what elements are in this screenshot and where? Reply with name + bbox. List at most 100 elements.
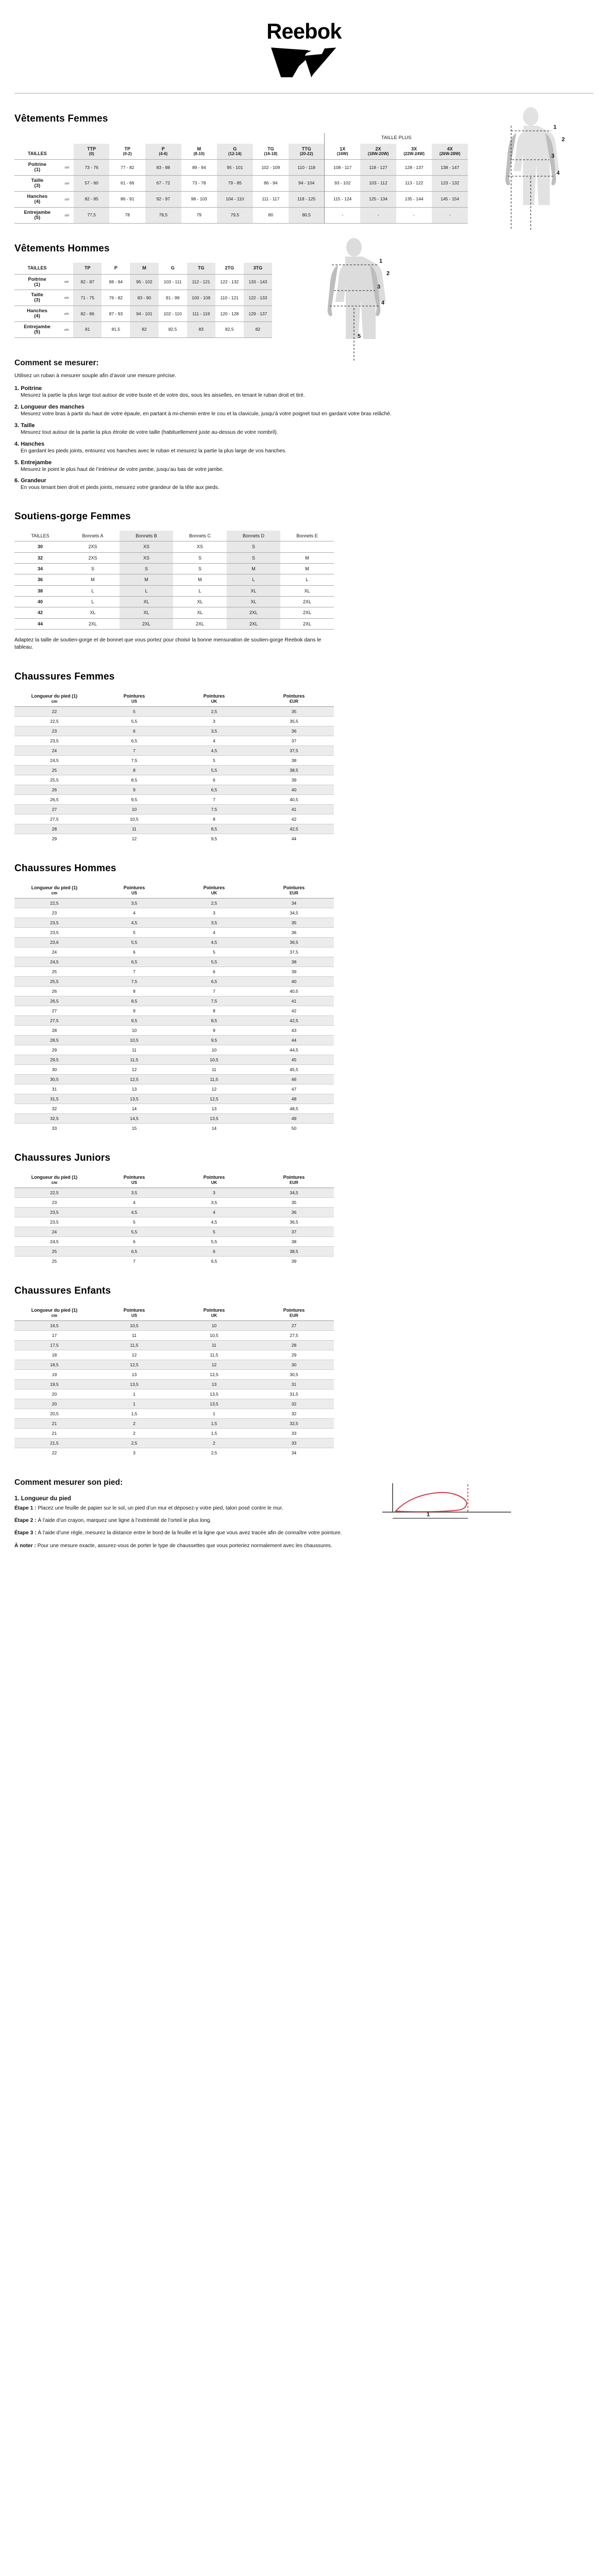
cell-value: 3,5 [131,900,138,906]
cell-value: 102 - 109 [261,164,280,170]
cell-value: 82 - 85 [73,191,110,208]
foot-measure-diagram-icon: 1 [382,1483,511,1519]
cell-value: 95 - 102 [130,274,159,290]
table-row: 26 9 6,5 40 [14,785,334,795]
cell-value: 94 - 101 [130,306,159,322]
cell-value: S [227,552,280,564]
cell-value: 32 [291,1411,297,1416]
cell-value: 22,5 [50,1190,59,1195]
cell-value: 122 - 133 [243,290,272,306]
cell-value: 2XL [302,610,311,616]
cell-value: 23,6 [50,939,59,945]
cell-value: 145 - 154 [432,191,468,208]
cell-value: 5 [213,949,215,955]
cell-value: XS [120,541,173,553]
cell-value: 8,5 [131,777,138,783]
column-header-P: P (4-6) [145,143,181,160]
row-unit: cm [64,165,70,170]
cell-value: 23,5 [50,1219,59,1225]
cell-value: 37 [291,738,297,743]
reebok-logo-icon: Reebok [266,19,343,77]
shoe-group-header: Pointures [203,1307,225,1313]
cell-value: 43 [291,1027,297,1033]
cell-value: 39 [291,969,297,974]
bra-size: 34 [37,566,43,572]
foot-measure-step: Étape 1 : Placez une feuille de papier s… [14,1505,499,1512]
cell-value: 23,5 [50,738,59,743]
cell-value: 81,5 [111,327,121,332]
cell-value: 7 [133,1258,136,1264]
cell-value: 9,5 [211,1037,217,1043]
cell-value: 8,5 [131,998,138,1004]
cell-value: 4,5 [131,920,138,925]
cell-value: 2 [133,1430,136,1436]
cell-value: 1 [213,1411,215,1416]
table-row: 25 7 6 39 [14,967,334,976]
row-unit: cm [64,181,70,185]
cell-value: 1,5 [131,1411,138,1416]
cell-value: 14 [211,1125,217,1131]
cell-value: 6,5 [211,787,217,792]
column-header-M: M (8-10) [193,146,205,157]
cell-value: 15 [131,1125,137,1131]
cell-value: L [306,577,309,583]
column-header-TG: TG [187,263,215,275]
cell-value: 10 [131,1027,137,1033]
cell-value: 45 [291,1057,297,1062]
shoe-group-header: Pointures [203,1174,225,1180]
cell-value [280,541,334,552]
table-row: 38 L L L XL XL [14,585,334,597]
header-divider [14,93,594,94]
table-row: 20 1 13,5 31,5 [14,1389,334,1399]
cell-value: M [305,566,309,572]
table-row: 21,5 2,5 2 33 [14,1438,334,1448]
section-title-bras: Soutiens-gorge Femmes [14,511,131,522]
section-title-men-apparel: Vêtements Hommes [14,243,110,255]
cell-value: 25 [52,969,57,974]
bra-column-header: Bonnets B [120,531,173,541]
cell-value: L [120,585,173,597]
table-row: 27,5 10,5 8 42 [14,814,334,824]
cell-value: 2XS [88,555,97,561]
cell-value: 79 [196,212,202,218]
table-row: 33 15 14 50 [14,1123,334,1133]
how-to-step: 6. Grandeur En vous tenant bien droit et … [14,478,594,492]
size-header-label: TAILLES [27,265,47,271]
bra-column-header: Bonnets D [227,531,280,541]
shoe-group-header: Pointures [123,1174,145,1180]
cell-value: 6,5 [131,959,138,964]
cell-value: 2XL [88,621,97,626]
cell-value: 22 [52,1450,57,1455]
shoe-group-header: Pointures [283,885,305,890]
cell-value: 118 - 127 [360,159,396,176]
shoes-juniors-table: Longueur du pied (1) Pointures Pointures Po… [14,1172,334,1266]
cell-value: M [305,555,309,561]
cell-value: 125 - 134 [360,191,396,208]
cell-value: 12 [131,836,137,841]
cell-value: L [198,588,201,594]
table-row: Entrejambe (5) cm 77,5 78 78,5 79 79,5 80 80,5- - -… [14,207,468,224]
bra-size: 36 [37,577,43,583]
column-header-2X: 2X (18W-20W) [360,143,396,160]
how-to-step-title: 2. Longueur des manches [14,404,85,411]
group-header-taille-plus: TAILLE PLUS [324,133,468,144]
shoes-men-table: Longueur du pied (1) Pointures Pointures Po… [14,883,334,1133]
cell-value: 83 - 88 [145,159,181,176]
cell-value: 11 [212,1066,216,1072]
cell-value: 40,5 [290,796,298,802]
cell-value: 2 [133,1420,136,1426]
cell-value: 112 - 121 [187,274,215,290]
cell-value: 82,5 [168,327,177,332]
cell-value: 14,5 [130,1115,139,1121]
bra-note: Adaptez la taille de soutien-gorge et de… [14,637,322,651]
cell-value: 33 [52,1125,57,1131]
cell-value: 3 [133,1450,136,1455]
shoe-group-header: Pointures [123,1307,145,1313]
how-to-step-desc: Mesurez votre bras à partir du haut de v… [21,411,392,417]
how-to-measure-list: 1. Poitrine Mesurez la partie la plus lar… [14,385,594,492]
table-row: 28 10 9 43 [14,1025,334,1035]
how-to-step: 2. Longueur des manches Mesurez votre bra… [14,404,594,418]
cell-value: 32 [291,1401,297,1406]
women-apparel-table-block: TAILLE PLUS TAILLES TTP (0) TP (0-2) P (4-6) M (8… [14,107,594,230]
cell-value: 36,5 [290,1219,298,1225]
